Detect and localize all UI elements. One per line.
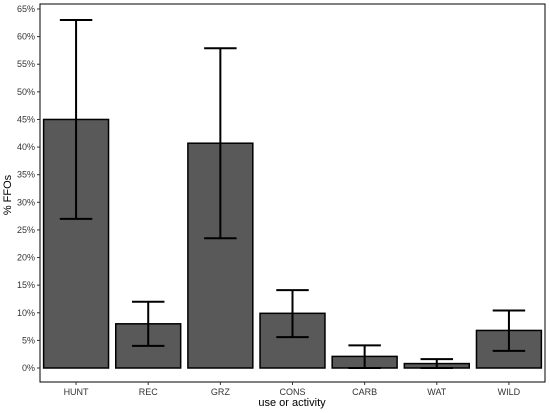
y-tick-label: 0% [22,363,35,373]
y-tick-label: 15% [17,280,35,290]
y-axis: 0% 5% 10% 15% 20% 25% 30% 35% 40% 45% 50% 55% 60% 65% [17,4,40,373]
x-tick-label: GRZ [211,387,231,397]
y-axis-title: % FFOs [2,174,14,215]
y-tick-label: 55% [17,59,35,69]
y-tick-label: 25% [17,225,35,235]
y-tick-label: 35% [17,170,35,180]
y-tick-label: 20% [17,253,35,263]
y-tick-label: 60% [17,32,35,42]
x-tick-label: CONS [279,387,305,397]
error-bars [59,19,526,369]
error-bar-wild [492,309,526,352]
y-tick-label: 45% [17,114,35,124]
x-tick-label: WAT [427,387,446,397]
x-tick-label: WILD [498,387,521,397]
y-tick-label: 65% [17,4,35,14]
error-bar-rec [131,300,165,347]
error-bar-hunt [59,19,93,220]
y-tick-label: 5% [22,335,35,345]
x-axis: HUNT REC GRZ CONS CARB WAT WILD [64,382,521,397]
error-bar-wat [420,358,454,369]
x-tick-label: CARB [352,387,377,397]
error-bar-cons [276,289,309,339]
y-tick-label: 50% [17,87,35,97]
error-bar-carb [348,344,381,369]
x-tick-label: REC [139,387,159,397]
y-tick-label: 10% [17,308,35,318]
y-tick-label: 40% [17,142,35,152]
error-bar-grz [204,47,237,240]
x-tick-label: HUNT [64,387,89,397]
x-axis-title: use or activity [258,397,326,409]
y-tick-label: 30% [17,197,35,207]
